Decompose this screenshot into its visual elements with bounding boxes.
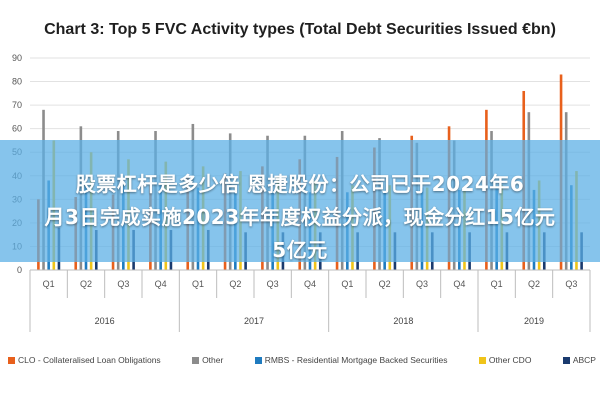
x-tick-label: Q1: [491, 279, 503, 289]
x-tick-label: Q4: [453, 279, 465, 289]
overlay-line-3: 5亿元: [272, 238, 328, 262]
legend-label: ABCP: [572, 355, 596, 365]
legend-swatch: [478, 356, 486, 364]
overlay-text: 股票杠杆是多少倍 恩捷股份：公司已于2024年6 月3日完成实施2023年年度权…: [0, 168, 600, 267]
y-tick-label: 90: [12, 53, 22, 63]
x-tick-label: Q2: [379, 279, 391, 289]
legend-item: ABCP: [562, 355, 596, 365]
x-tick-label: Q4: [304, 279, 316, 289]
overlay-line-1: 股票杠杆是多少倍 恩捷股份：公司已于2024年6: [75, 172, 525, 196]
x-tick-label: Q1: [43, 279, 55, 289]
legend-label: Other: [202, 355, 224, 365]
x-tick-label: Q4: [155, 279, 167, 289]
y-tick-label: 60: [12, 124, 22, 134]
legend-item: CLO - Collateralised Loan Obligations: [8, 355, 161, 365]
x-tick-label: Q2: [528, 279, 540, 289]
overlay-banner: [0, 140, 600, 262]
legend-label: CLO - Collateralised Loan Obligations: [18, 355, 161, 365]
x-axis-ticks: Q1 Q2 Q3 Q4 Q1 Q2 Q3 Q4 Q1 Q2 Q3 Q4 Q1 Q2 Q3: [29, 269, 591, 298]
legend-swatch: [254, 356, 262, 364]
year-group-label: 2017: [244, 316, 264, 326]
legend-item: Other: [192, 355, 223, 365]
legend-label: Other CDO: [488, 355, 532, 365]
x-tick-label: Q3: [565, 279, 577, 289]
year-group-label: 2016: [95, 316, 115, 326]
legend-swatch: [8, 356, 15, 364]
x-tick-label: Q2: [229, 279, 241, 289]
x-tick-label: Q3: [416, 279, 428, 289]
x-tick-label: Q1: [341, 279, 353, 289]
x-tick-label: Q1: [192, 279, 204, 289]
y-tick-label: 80: [12, 77, 22, 87]
x-tick-label: Q3: [117, 279, 129, 289]
legend-swatch: [192, 356, 200, 364]
legend-item: RMBS - Residential Mortgage Backed Secur…: [254, 355, 448, 365]
legend-item: Other CDO: [478, 355, 532, 365]
chart-legend: CLO - Collateralised Loan Obligations Oth…: [8, 351, 596, 369]
chart-title: Chart 3: Top 5 FVC Activity types (Total…: [44, 21, 556, 38]
year-group-label: 2018: [393, 316, 413, 326]
year-groups: 2016 2017 2018 2019: [29, 298, 591, 332]
y-tick-label: 70: [12, 100, 22, 110]
x-tick-label: Q3: [267, 279, 279, 289]
legend-swatch: [562, 356, 570, 364]
x-tick-label: Q2: [80, 279, 92, 289]
y-tick-label: 0: [17, 265, 22, 275]
overlay-line-2: 月3日完成实施2023年年度权益分派，现金分红15亿元: [44, 205, 556, 229]
year-group-label: 2019: [524, 316, 544, 326]
legend-label: RMBS - Residential Mortgage Backed Secur…: [264, 355, 448, 365]
